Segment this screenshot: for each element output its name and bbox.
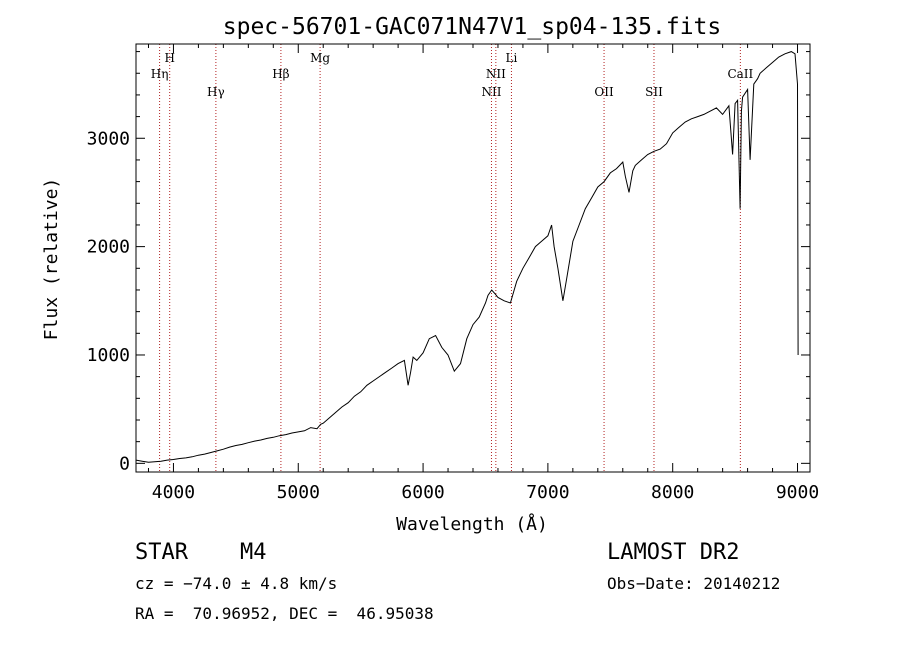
annotation-label: NII (481, 85, 501, 99)
redshift-text: cz = −74.0 ± 4.8 km/s (135, 574, 338, 593)
x-tick-label: 7000 (526, 482, 569, 503)
y-tick-label: 2000 (87, 237, 130, 258)
x-tick-label: 9000 (776, 482, 819, 503)
annotation-label: NII (486, 67, 506, 81)
annotation-label: Li (506, 51, 518, 65)
coordinates-text: RA = 70.96952, DEC = 46.95038 (135, 604, 434, 623)
annotation-label: CaII (727, 67, 753, 81)
x-tick-label: 4000 (152, 482, 195, 503)
y-tick-label: 1000 (87, 345, 130, 366)
annotation-label: Mg (310, 51, 330, 65)
annotation-label: H (164, 51, 174, 65)
annotation-label: Hβ (272, 67, 289, 81)
annotation-label: SII (645, 85, 663, 99)
annotation-label: OII (594, 85, 614, 99)
y-axis-label: Flux (relative) (41, 178, 62, 341)
x-tick-label: 5000 (277, 482, 320, 503)
spectrum-series (135, 51, 799, 463)
obs-date-text: Obs−Date: 20140212 (607, 574, 781, 593)
y-tick-label: 0 (119, 453, 130, 474)
axis-ticks: 4000 5000 6000 7000 8000 9000 0 1000 2000 3000 (87, 44, 819, 503)
spectrum-line (135, 51, 799, 463)
x-tick-label: 6000 (401, 482, 444, 503)
chart-title: spec-56701-GAC071N47V1_sp04-135.fits (223, 14, 722, 40)
survey-label: LAMOST DR2 (607, 540, 740, 565)
x-axis-label: Wavelength (Å) (396, 513, 548, 535)
y-tick-label: 3000 (87, 128, 130, 149)
annotation-label: Hγ (207, 85, 225, 99)
annotation-label: Hη (151, 67, 169, 81)
plot-frame (135, 43, 811, 473)
subclass-label: M4 (240, 540, 267, 565)
x-tick-label: 8000 (651, 482, 694, 503)
class-label: STAR (135, 540, 188, 565)
